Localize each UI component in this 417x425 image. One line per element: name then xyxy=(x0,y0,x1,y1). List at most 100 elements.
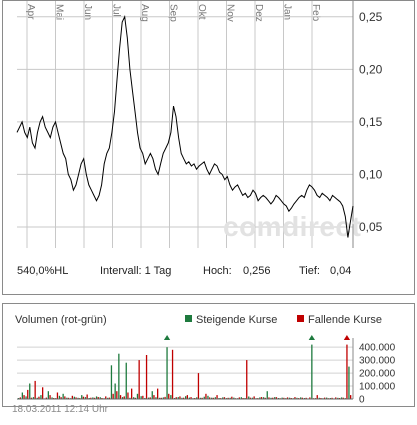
volume-bar-up xyxy=(133,397,135,399)
volume-bar-up xyxy=(73,396,75,399)
volume-bar-up xyxy=(166,347,168,399)
month-tick-label: Aug xyxy=(139,4,150,22)
volume-bar-down xyxy=(97,397,99,399)
volume-tick-label: 300.000 xyxy=(359,356,396,367)
volume-bar-up xyxy=(58,395,61,399)
volume-tick-label: 100.000 xyxy=(359,382,396,393)
volume-bar-down xyxy=(116,391,118,399)
volume-bar-down xyxy=(294,397,296,399)
price-chart: Apr Mai Jun Jul Aug Sep Okt Nov Dez Jan Feb 0,25 0,2… xyxy=(16,1,383,248)
volume-bar-up xyxy=(25,396,27,399)
volume-bar-down xyxy=(82,396,85,399)
volume-bar-down xyxy=(90,397,92,399)
volume-bar-up xyxy=(129,397,131,399)
volume-bar-down xyxy=(223,397,226,399)
volume-bar-up xyxy=(110,365,113,399)
volume-bar-down xyxy=(227,397,229,399)
volume-bar-up xyxy=(170,395,172,399)
volume-bar-down xyxy=(275,397,278,399)
volume-bar-up xyxy=(66,397,68,399)
volume-bar-down xyxy=(186,395,188,399)
volume-bar-down xyxy=(108,397,111,399)
legend-up-swatch xyxy=(185,315,192,322)
volume-bar-up xyxy=(288,397,291,399)
volume-tick-label: 200.000 xyxy=(359,369,396,380)
month-tick-label: Feb xyxy=(310,4,321,22)
volume-bar-down xyxy=(309,397,311,399)
volume-bar-up xyxy=(99,397,101,399)
volume-bar-up xyxy=(95,396,98,399)
volume-bar-down xyxy=(324,397,326,399)
volume-bar-down xyxy=(127,392,129,399)
volume-bar-up xyxy=(51,397,53,399)
volume-chart: 400.000 300.000 200.000 100.000 0 xyxy=(17,335,396,406)
volume-bar-down xyxy=(350,395,352,399)
volume-bar-down xyxy=(34,380,36,399)
volume-bar-down xyxy=(119,395,122,399)
volume-bar-down xyxy=(60,397,62,399)
volume-bar-up xyxy=(159,397,161,399)
volume-bar-down xyxy=(238,397,240,399)
price-chart-panel: Apr Mai Jun Jul Aug Sep Okt Nov Dez Jan Feb 0,25 0,2… xyxy=(2,0,415,295)
volume-bar-up xyxy=(84,397,87,399)
volume-bar-up xyxy=(318,397,320,399)
volume-bar-down xyxy=(253,396,255,399)
volume-bar-up xyxy=(32,397,35,399)
volume-bar-up xyxy=(340,397,343,399)
volume-chart-panel: Volumen (rot-grün) Steigende Kurse Falle… xyxy=(2,303,415,407)
interval-label: Intervall: 1 Tag xyxy=(100,265,172,277)
volume-bar-up xyxy=(62,393,64,399)
volume-bar-down xyxy=(209,397,211,399)
volume-bar-down xyxy=(212,397,214,399)
month-tick-label: Jun xyxy=(82,4,93,20)
volume-bar-down xyxy=(205,393,207,399)
volume-bar-up xyxy=(177,397,179,399)
volume-bar-down xyxy=(201,397,203,399)
volume-bar-down xyxy=(30,397,33,399)
volume-bar-up xyxy=(21,392,23,399)
month-tick-label: Apr xyxy=(25,4,36,20)
month-tick-label: Nov xyxy=(225,4,236,22)
volume-tick-label: 400.000 xyxy=(359,343,396,354)
legend-down-label: Fallende Kurse xyxy=(308,314,382,326)
volume-bar-up xyxy=(29,383,31,399)
volume-bar-up-arrow xyxy=(163,335,171,340)
legend-down-swatch xyxy=(297,315,304,322)
volume-bar-down xyxy=(49,395,51,399)
volume-bar-down xyxy=(164,396,166,399)
volume-bar-down xyxy=(45,397,47,399)
volume-bar-up xyxy=(140,396,142,399)
volume-bar-down xyxy=(171,349,174,399)
legend-down: Fallende Kurse xyxy=(297,314,382,326)
volume-bar-up xyxy=(248,396,250,399)
volume-bar-up xyxy=(199,397,202,399)
volume-bar-up xyxy=(155,397,157,399)
volume-bar-up xyxy=(185,396,187,399)
price-tick-label: 0,20 xyxy=(359,62,383,76)
month-tick-label: Dez xyxy=(253,4,264,22)
volume-bar-down xyxy=(142,395,144,399)
volume-bar-up xyxy=(214,397,216,399)
volume-bar-down xyxy=(346,344,348,399)
volume-bar-down xyxy=(264,397,266,399)
volume-bar-up xyxy=(211,397,213,399)
volume-bar-up xyxy=(296,397,298,399)
volume-bar-down xyxy=(149,397,151,399)
volume-bar-up xyxy=(147,397,150,399)
month-tick-label: Mai xyxy=(54,4,65,20)
volume-bar-down xyxy=(86,394,88,399)
volume-bar-down xyxy=(246,360,248,399)
volume-bar-up xyxy=(162,397,164,399)
volume-bar-down-arrow xyxy=(343,335,351,340)
volume-bar-down xyxy=(190,397,192,399)
volume-bar-up xyxy=(47,391,49,399)
volume-bar-down xyxy=(331,397,333,399)
volume-bar-down xyxy=(27,389,29,399)
volume-bar-up xyxy=(326,397,328,399)
legend-up-label: Steigende Kurse xyxy=(196,314,278,326)
volume-bar-down xyxy=(168,393,170,399)
volume-title: Volumen (rot-grün) xyxy=(15,314,107,326)
volume-bar-down xyxy=(56,392,59,399)
volume-bar-down xyxy=(249,397,252,399)
volume-bar-up xyxy=(262,397,265,399)
